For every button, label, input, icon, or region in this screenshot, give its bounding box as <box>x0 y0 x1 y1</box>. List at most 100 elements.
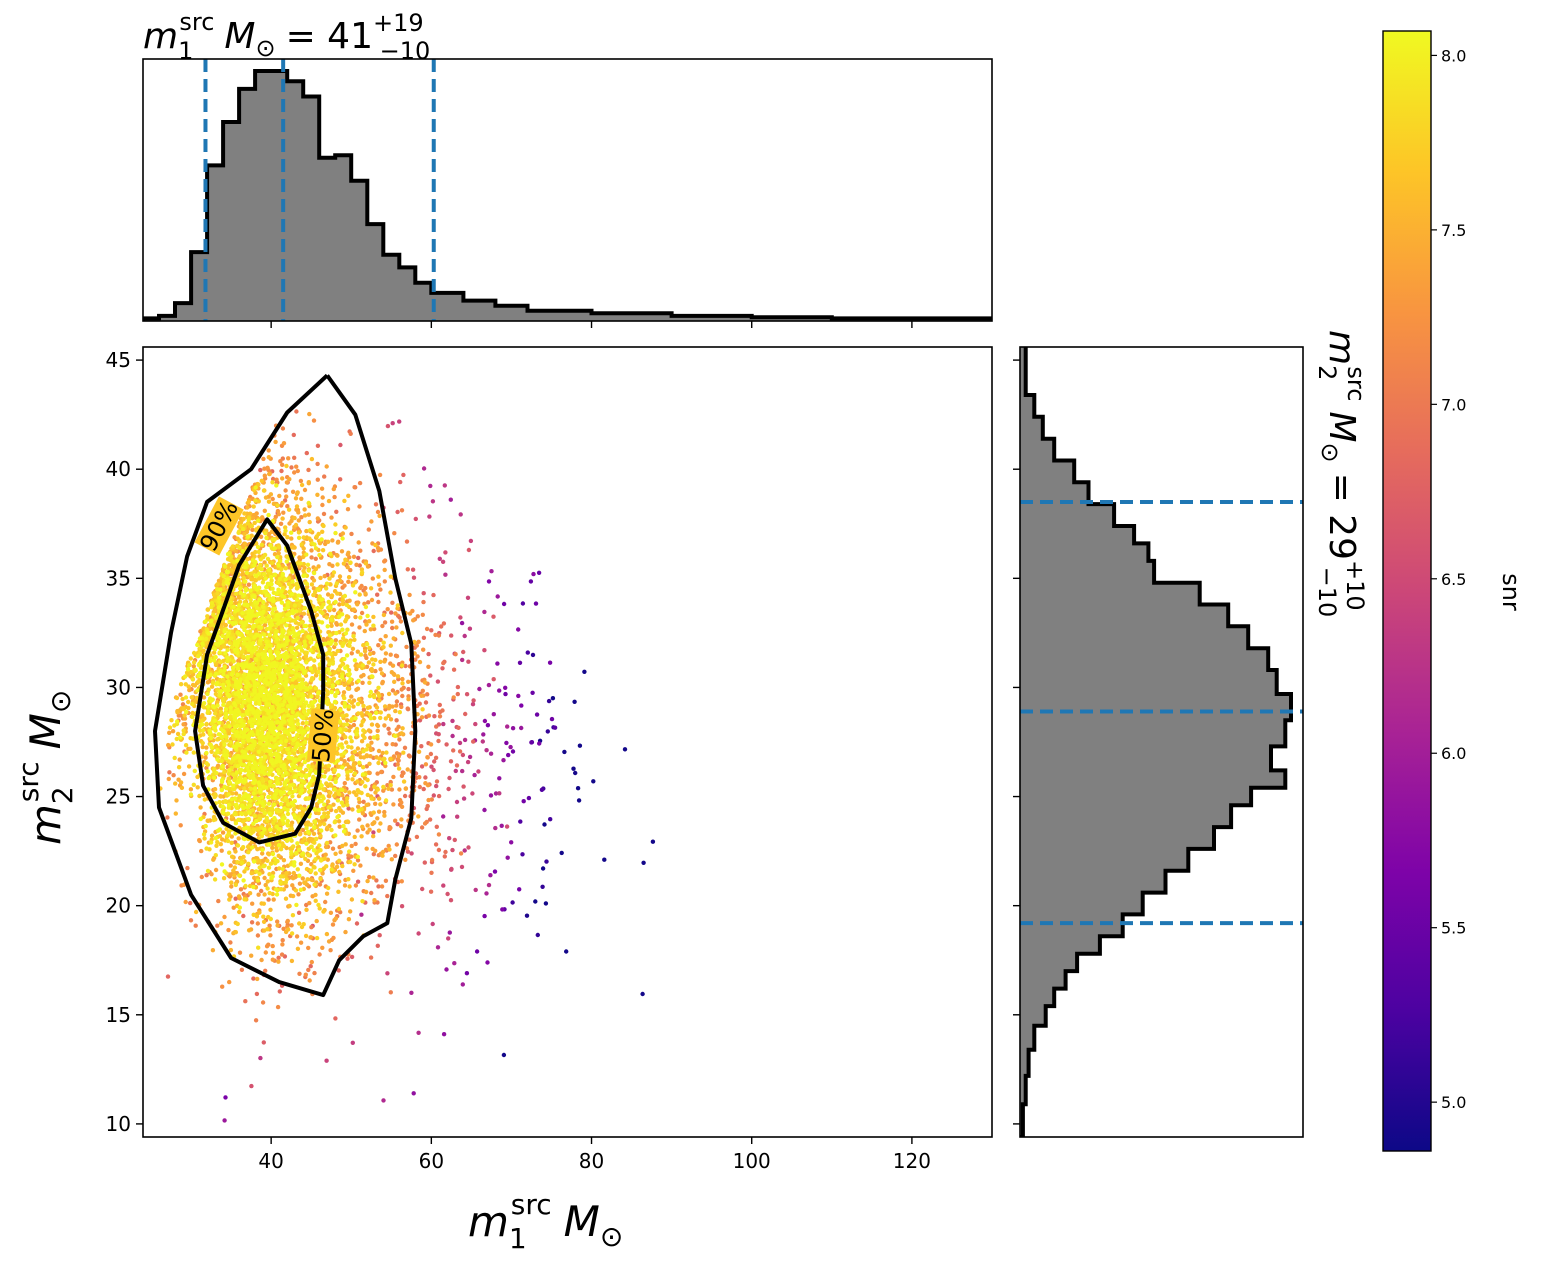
sample-point <box>349 694 354 699</box>
sample-point <box>202 797 207 802</box>
sample-point <box>378 821 383 826</box>
sample-point <box>308 964 313 969</box>
sample-point <box>436 732 441 737</box>
sample-point <box>270 560 275 566</box>
sample-point <box>307 536 312 541</box>
sample-point <box>337 858 342 863</box>
sample-point <box>266 897 271 902</box>
sample-point <box>436 793 442 799</box>
sample-point <box>368 787 374 792</box>
sample-point <box>270 496 275 502</box>
sample-point <box>357 563 362 568</box>
sample-point <box>447 836 452 841</box>
sample-point <box>283 896 289 901</box>
sample-point <box>265 858 270 863</box>
sample-point <box>510 726 516 731</box>
sample-point <box>308 935 314 940</box>
sample-point <box>394 842 399 847</box>
sample-point <box>382 723 387 728</box>
sample-point <box>434 783 439 789</box>
sample-point <box>473 721 478 727</box>
sample-point <box>410 567 416 572</box>
sample-point <box>360 719 365 724</box>
sample-point <box>341 636 346 641</box>
sample-point <box>309 959 314 965</box>
sample-point <box>388 643 393 648</box>
sample-point <box>303 767 309 773</box>
sample-point <box>242 897 247 902</box>
sample-point <box>320 806 325 812</box>
sample-point <box>330 846 336 851</box>
sample-point <box>368 754 373 759</box>
sample-point <box>238 785 243 790</box>
sample-point <box>426 713 432 718</box>
sample-point <box>251 976 256 981</box>
sample-point <box>394 625 399 630</box>
sample-point <box>302 507 307 512</box>
sample-point <box>481 732 486 737</box>
m1-histogram-frame <box>142 58 993 322</box>
sample-point <box>562 749 567 755</box>
sample-point <box>248 511 253 516</box>
sample-point <box>302 836 307 841</box>
sample-point <box>249 577 254 582</box>
sample-point <box>321 636 326 642</box>
sample-point <box>451 667 457 672</box>
sample-point <box>309 582 315 587</box>
sample-point <box>286 456 291 461</box>
sample-point <box>520 852 525 857</box>
sample-point <box>167 770 172 775</box>
sample-point <box>388 756 393 762</box>
sample-point <box>309 555 314 560</box>
sample-point <box>311 578 317 583</box>
sample-point <box>536 570 542 575</box>
sample-point <box>348 724 353 730</box>
sample-point <box>425 692 430 697</box>
sample-point <box>571 766 576 771</box>
sample-point <box>312 840 317 845</box>
sample-point <box>398 619 404 624</box>
sample-point <box>323 899 328 905</box>
sample-point <box>399 687 404 692</box>
sample-point <box>602 857 607 862</box>
sample-point <box>232 865 238 870</box>
sample-point <box>294 934 300 939</box>
sample-point <box>327 576 332 581</box>
sample-point <box>254 991 260 997</box>
sample-point <box>270 870 276 876</box>
sample-point <box>407 611 413 616</box>
sample-point <box>237 909 242 915</box>
sample-point <box>340 843 345 849</box>
sample-point <box>397 787 402 792</box>
sample-point <box>296 910 302 915</box>
sample-point <box>275 503 280 508</box>
sample-point <box>365 878 370 884</box>
sample-point <box>366 527 371 532</box>
sample-point <box>206 687 211 692</box>
sample-point <box>434 824 439 829</box>
sample-point <box>428 889 434 894</box>
sample-point <box>330 922 336 927</box>
sample-point <box>260 1000 266 1005</box>
sample-point <box>193 923 198 928</box>
sample-point <box>378 587 383 592</box>
sample-point <box>331 607 337 613</box>
sample-point <box>299 482 305 488</box>
sample-point <box>349 651 354 656</box>
sample-point <box>331 676 337 681</box>
sample-point <box>358 585 363 591</box>
sample-point <box>321 511 327 517</box>
sample-point <box>326 939 332 944</box>
sample-point <box>333 916 339 921</box>
sample-point <box>355 879 361 884</box>
sample-point <box>242 511 247 516</box>
sample-point <box>279 567 284 572</box>
sample-point <box>215 840 220 845</box>
sample-point <box>448 497 453 502</box>
sample-point <box>287 477 292 482</box>
sample-point <box>431 592 436 598</box>
sample-point <box>398 824 404 829</box>
sample-point <box>249 871 254 876</box>
sample-point <box>255 921 260 926</box>
sample-point <box>360 811 366 816</box>
